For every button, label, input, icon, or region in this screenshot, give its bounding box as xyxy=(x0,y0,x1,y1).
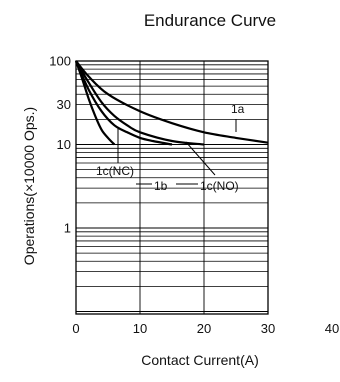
curve-1b xyxy=(74,60,173,146)
curves xyxy=(74,60,269,146)
grid xyxy=(76,61,268,314)
plot-frame xyxy=(75,60,269,315)
label-1b: 1b xyxy=(154,179,168,193)
annotation-leaders xyxy=(117,119,237,185)
label-1c-nc: 1c(NC) xyxy=(96,164,134,178)
y-tick-label: 30 xyxy=(57,97,71,112)
label-1c-no: 1c(NO) xyxy=(200,179,239,193)
chart-title: Endurance Curve xyxy=(144,11,276,30)
x-tick-labels: 0 10 20 30 40 xyxy=(72,321,339,336)
y-tick-label: 1 xyxy=(64,221,71,236)
x-tick-label: 40 xyxy=(325,321,339,336)
y-tick-label: 10 xyxy=(57,137,71,152)
curve-1c-no xyxy=(75,60,205,146)
x-tick-label: 20 xyxy=(197,321,211,336)
curve-1c-nc xyxy=(74,60,116,146)
leader-1c-no xyxy=(185,141,216,176)
y-axis-label: Operations(×10000 Ops.) xyxy=(21,107,37,265)
label-1a: 1a xyxy=(231,102,245,116)
y-tick-labels: 100 30 10 1 xyxy=(49,54,71,236)
x-tick-label: 10 xyxy=(133,321,147,336)
x-tick-label: 30 xyxy=(261,321,275,336)
x-tick-label: 0 xyxy=(72,321,79,336)
curve-1a xyxy=(75,60,269,144)
x-axis-label: Contact Current(A) xyxy=(141,352,258,368)
y-tick-label: 100 xyxy=(49,54,71,69)
